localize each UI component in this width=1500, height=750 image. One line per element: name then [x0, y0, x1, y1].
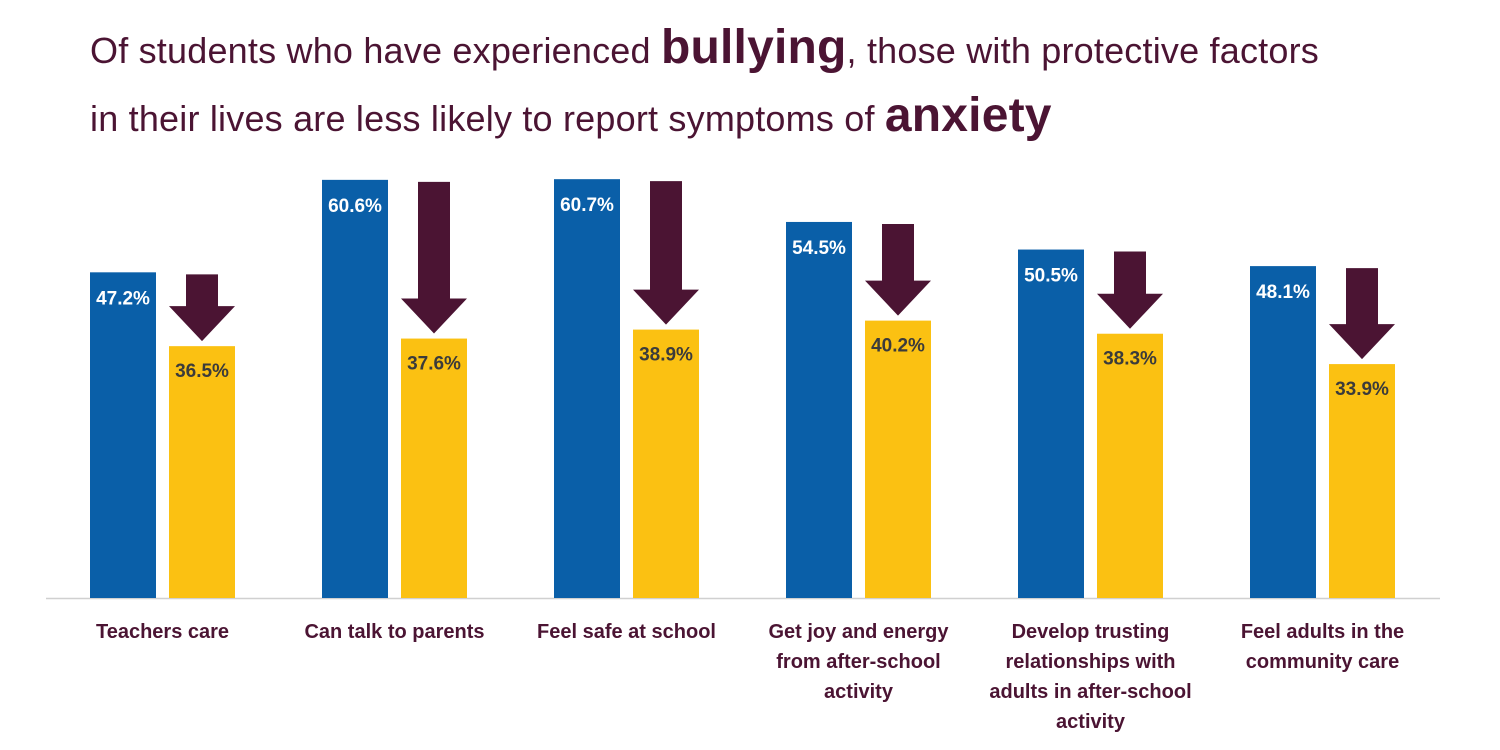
category-label-line: Can talk to parents: [304, 621, 484, 643]
data-label-series-2-6: 33.9%: [1335, 379, 1389, 400]
data-label-series-2-5: 38.3%: [1103, 349, 1157, 370]
category-label-line: Teachers care: [96, 621, 229, 643]
data-label-series-1-4: 54.5%: [792, 238, 846, 259]
category-label-1: Teachers care: [96, 621, 229, 643]
bar-series-1-5: [1018, 249, 1084, 599]
title-text: in their lives are less likely to report…: [90, 98, 885, 139]
bar-series-1-3: [554, 179, 620, 599]
category-label-line: Get joy and energy: [768, 621, 949, 643]
title-line-1: Of students who have experienced bullyin…: [90, 14, 1470, 82]
category-label-line: Develop trusting: [1012, 621, 1170, 643]
down-arrow-icon: [865, 223, 931, 316]
title-text: Of students who have experienced: [90, 30, 661, 71]
data-label-series-1-5: 50.5%: [1024, 266, 1078, 287]
data-label-series-2-3: 38.9%: [639, 345, 693, 366]
bar-series-2-4: [865, 320, 931, 598]
category-label-line: relationships with: [1005, 651, 1175, 673]
category-label-line: Feel safe at school: [537, 621, 716, 643]
title-emphasis-bullying: bullying: [660, 21, 847, 74]
data-label-series-2-1: 36.5%: [175, 361, 229, 382]
category-label-2: Can talk to parents: [304, 621, 484, 643]
category-label-5: Develop trusting relationships with adults…: [989, 621, 1191, 733]
title-text: , those with protective factors: [846, 30, 1319, 71]
category-label-line: Feel adults in the: [1241, 621, 1404, 643]
category-label-3: Feel safe at school: [537, 621, 716, 643]
category-label-line: adults in after-school: [989, 681, 1191, 703]
data-label-series-1-3: 60.7%: [560, 195, 614, 216]
down-arrow-icon: [1329, 268, 1395, 360]
data-label-series-1-2: 60.6%: [328, 196, 382, 217]
down-arrow-icon: [633, 181, 699, 325]
bar-series-2-2: [401, 338, 467, 598]
title-line-2: in their lives are less likely to report…: [90, 82, 1470, 150]
data-label-series-1-1: 47.2%: [96, 288, 150, 309]
bar-series-2-6: [1329, 364, 1395, 598]
bar-series-2-5: [1097, 333, 1163, 598]
data-label-series-1-6: 48.1%: [1256, 282, 1310, 303]
bar-series-1-2: [322, 179, 388, 599]
bar-series-1-4: [786, 221, 852, 598]
data-label-series-2-2: 37.6%: [407, 354, 461, 375]
down-arrow-icon: [1097, 251, 1163, 329]
chart-title: Of students who have experienced bullyin…: [90, 14, 1470, 150]
down-arrow-icon: [401, 181, 467, 334]
bar-series-2-1: [169, 346, 235, 598]
category-label-4: Get joy and energy from after-school activ…: [768, 621, 949, 703]
data-label-series-2-4: 40.2%: [871, 336, 925, 357]
category-label-line: activity: [1056, 711, 1126, 733]
down-arrow-icon: [169, 274, 235, 342]
bar-series-2-3: [633, 329, 699, 598]
category-label-line: community care: [1246, 651, 1399, 673]
title-emphasis-anxiety: anxiety: [884, 89, 1052, 142]
category-label-line: activity: [824, 681, 894, 703]
category-label-6: Feel adults in the community care: [1241, 621, 1404, 673]
bar-series-1-1: [90, 272, 156, 598]
bar-series-1-6: [1250, 266, 1316, 598]
category-label-line: from after-school: [776, 651, 940, 673]
